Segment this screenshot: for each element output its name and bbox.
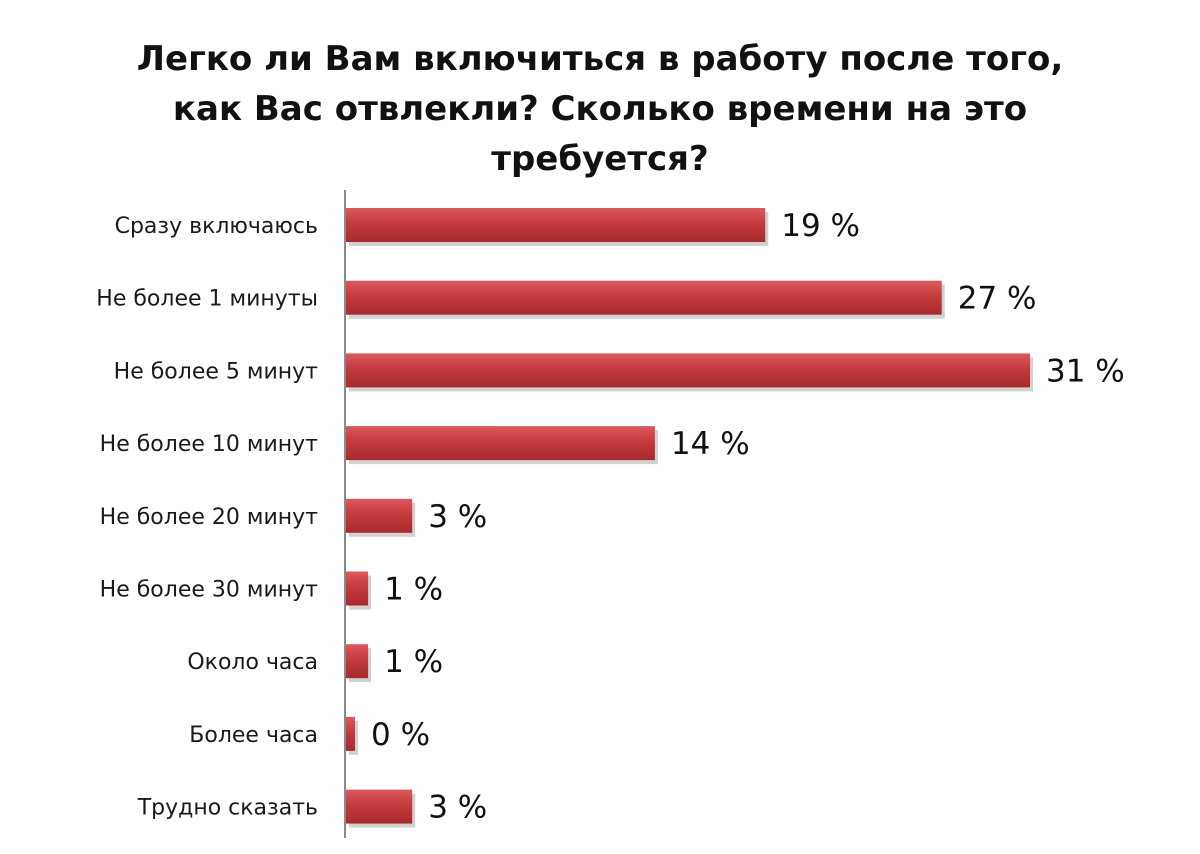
bar-6	[346, 571, 369, 606]
data-label: 27 %	[958, 281, 1037, 317]
category-label: Не более 1 минуты	[96, 287, 318, 312]
chart-title-line: Легко ли Вам включиться в работу после т…	[136, 39, 1064, 79]
bar-5	[346, 498, 413, 533]
category-label: Около часа	[187, 650, 318, 675]
data-label: 31 %	[1046, 353, 1125, 389]
chart-title-text: Легко ли Вам включиться в работу после т…	[137, 39, 1063, 179]
category-label: Сразу включаюсь	[115, 214, 318, 239]
chart-title-line: требуется?	[491, 139, 709, 179]
bars	[346, 208, 1030, 824]
data-labels: 19 % 27 %31 % 14 % 3 % 1 % 1 % 0 % 3 %	[371, 208, 1125, 826]
bar-8	[346, 716, 355, 751]
category-label: Не более 10 минут	[100, 432, 319, 457]
data-label: 3 %	[428, 790, 487, 826]
data-label: 3 %	[428, 499, 487, 535]
bar-7	[346, 644, 369, 679]
data-label: 19 %	[781, 208, 860, 244]
bar-2	[346, 280, 942, 315]
bar-9	[346, 789, 413, 824]
category-label: Не более 5 минут	[114, 359, 319, 384]
bar-1	[346, 208, 766, 242]
bar-3	[346, 353, 1030, 388]
chart-title-line: как Вас отвлекли? Сколько времени на это	[172, 89, 1028, 129]
chart-title: Легко ли Вам включиться в работу после т…	[0, 34, 1200, 184]
category-labels: Сразу включаюсь Не более 1 минуты Не более…	[96, 214, 318, 821]
bar-4	[346, 426, 655, 461]
data-label: 1 %	[384, 644, 443, 680]
category-label: Более часа	[189, 723, 318, 748]
category-label: Не более 20 минут	[100, 505, 319, 530]
category-label: Не более 30 минут	[100, 578, 319, 603]
data-label: 1 %	[384, 572, 443, 608]
data-label: 14 %	[671, 426, 750, 462]
category-label: Трудно сказать	[137, 796, 318, 821]
data-label: 0 %	[371, 717, 430, 753]
